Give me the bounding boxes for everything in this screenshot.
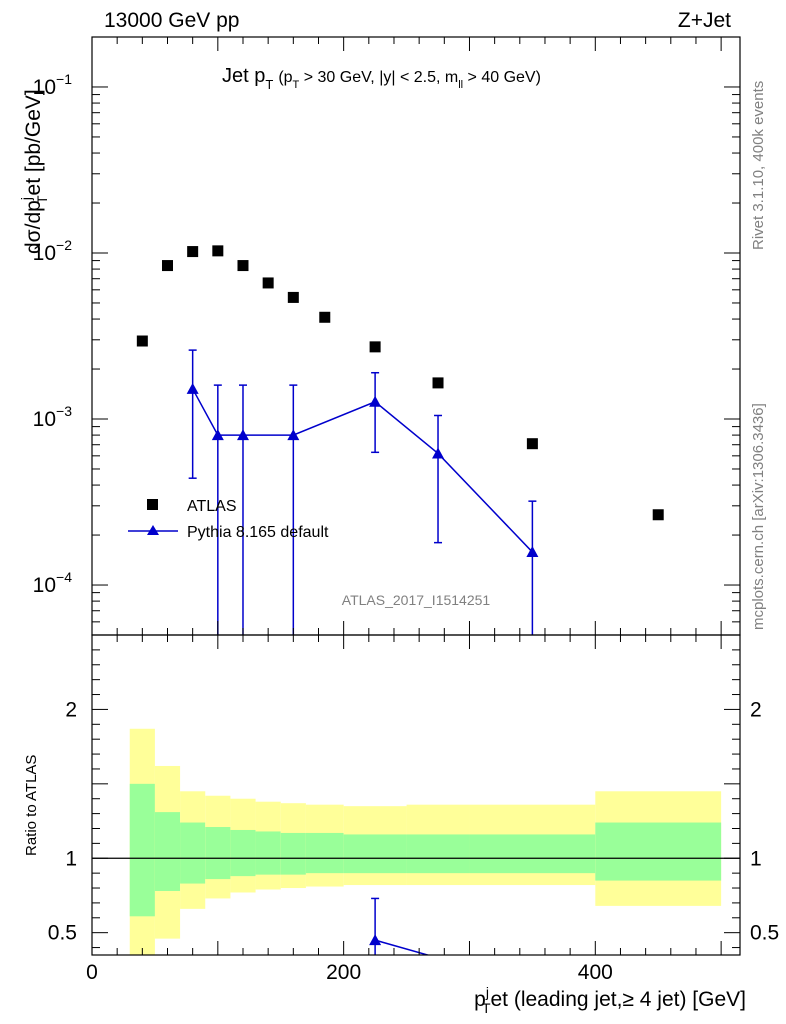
pythia-point (236, 429, 249, 441)
main-ytick-labels: 10−1 10−2 10−3 10−4 (33, 71, 73, 597)
xtick-labels: 0 200 400 (86, 961, 613, 984)
atlas-point (187, 246, 199, 258)
header-right: Z+Jet (678, 9, 731, 32)
plot-title: Jet pT (pT > 30 GeV, |y| < 2.5, mll > 40 … (222, 65, 541, 92)
pythia-point (287, 429, 300, 441)
ratio-ylabel: Ratio to ATLAS (23, 755, 40, 856)
main-pythia-line (186, 349, 539, 635)
band-inner-3 (205, 827, 231, 880)
band-inner-11 (595, 822, 722, 881)
band-inner-7 (305, 832, 344, 874)
atlas-point (287, 291, 299, 303)
legend: ATLAS Pythia 8.165 default (128, 498, 329, 541)
pythia-point (186, 382, 199, 394)
pythia-point (369, 395, 382, 407)
band-inner-8 (343, 834, 407, 874)
band-inner-4 (230, 829, 256, 877)
ytick-label-main: 10−2 (33, 237, 73, 265)
ratio-ytick-labels: 0.5 0.5 1 1 2 2 (48, 698, 779, 944)
band-inner-0 (129, 783, 155, 917)
ytick-label-ratio-right: 0.5 (750, 922, 779, 945)
ratio-pythia-line (374, 939, 431, 955)
xtick-label: 400 (578, 961, 613, 984)
atlas-point (237, 260, 249, 272)
ytick-label-ratio-left: 1 (65, 847, 77, 870)
main-atlas-points (136, 245, 664, 521)
pythia-point (211, 429, 224, 441)
band-inner-10 (469, 834, 596, 874)
atlas-point (161, 260, 173, 272)
pythia-point (432, 447, 445, 459)
atlas-point (212, 245, 224, 257)
atlas-point (319, 311, 331, 323)
analysis-id: ATLAS_2017_I1514251 (342, 592, 491, 608)
ratio-pythia (369, 897, 431, 955)
ytick-label-ratio-left: 0.5 (48, 922, 77, 945)
axis-ticks (91, 36, 740, 955)
legend-atlas-marker (147, 499, 158, 510)
atlas-point (652, 509, 664, 521)
band-inner-6 (280, 832, 306, 875)
band-inner-2 (180, 822, 206, 884)
ytick-label-ratio-right: 1 (750, 847, 762, 870)
band-inner-1 (154, 812, 181, 891)
atlas-point (432, 377, 444, 389)
xlabel: pj Tet (leading jet,≥ 4 jet) [GeV] (474, 984, 746, 1016)
legend-pythia-marker (147, 525, 159, 535)
ratio-pythia-point (369, 934, 382, 946)
xtick-label: 0 (86, 961, 98, 984)
ytick-label-main: 10−1 (33, 71, 73, 99)
legend-pythia-label: Pythia 8.165 default (187, 524, 329, 541)
main-ylabel: dσ/dpjTet [pb/GeV] (18, 89, 50, 254)
xtick-label: 200 (326, 961, 361, 984)
atlas-point (136, 335, 148, 347)
ytick-label-main: 10−3 (33, 403, 73, 431)
main-panel-frame (91, 36, 741, 636)
band-inner-5 (255, 831, 281, 875)
ytick-label-ratio-left: 2 (65, 698, 77, 721)
rivet-label: Rivet 3.1.10, 400k events (750, 81, 767, 250)
ytick-label-ratio-right: 2 (750, 698, 762, 721)
legend-atlas-label: ATLAS (187, 498, 237, 515)
ratio-bands (129, 728, 722, 955)
band-inner-9 (406, 834, 470, 874)
pythia-point (526, 546, 539, 558)
atlas-point (262, 277, 274, 289)
header-left: 13000 GeV pp (104, 9, 239, 32)
mcplots-label: mcplots.cern.ch [arXiv:1306.3436] (750, 403, 767, 630)
atlas-point (369, 341, 381, 353)
ytick-label-main: 10−4 (33, 569, 73, 597)
ratio-panel-frame (91, 634, 741, 956)
atlas-point (526, 438, 538, 450)
